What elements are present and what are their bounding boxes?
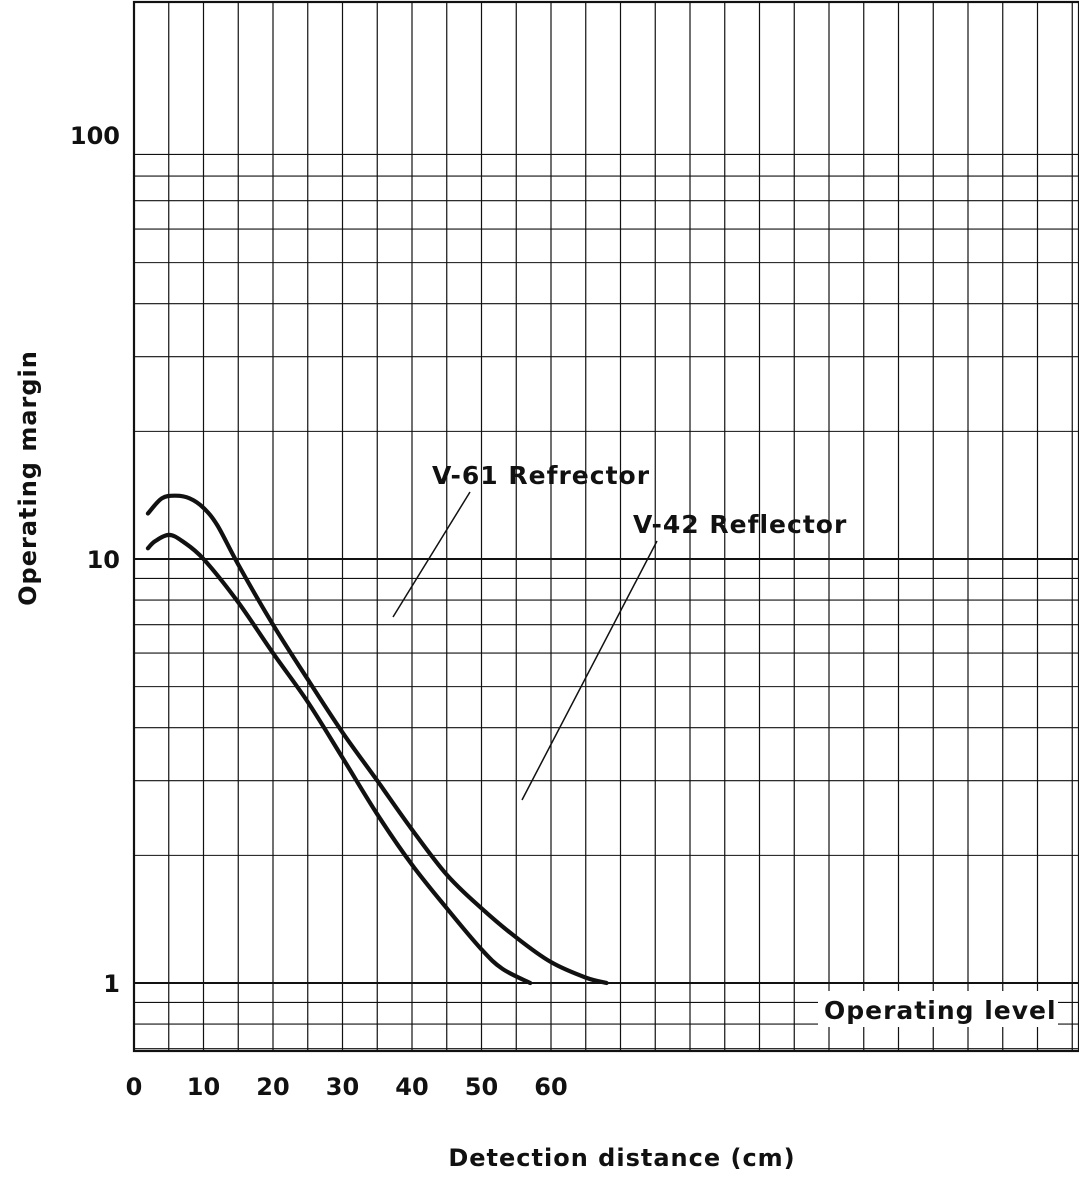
annotation-operating-level: Operating level	[824, 996, 1057, 1025]
x-tick-label: 60	[534, 1073, 567, 1101]
x-tick-label: 20	[256, 1073, 289, 1101]
x-tick-label: 40	[395, 1073, 428, 1101]
y-tick-label: 1	[103, 970, 120, 998]
y-axis-label: Operating margin	[14, 350, 42, 606]
annotation-v61-leader	[392, 491, 471, 618]
x-tick-label: 30	[326, 1073, 359, 1101]
x-tick-label: 50	[465, 1073, 498, 1101]
annotations: V-61 Refrector V-42 Reflector Operating le…	[392, 461, 1058, 1027]
annotation-v61-label: V-61 Refrector	[432, 461, 650, 490]
annotation-v42-label: V-42 Reflector	[633, 510, 847, 539]
x-axis-label: Detection distance (cm)	[448, 1144, 795, 1172]
plot-frame	[132, 0, 1079, 1053]
series-line-v42-curve	[145, 532, 533, 986]
annotation-v42-leader	[521, 540, 658, 801]
x-tick-label: 0	[126, 1073, 143, 1101]
series-group	[145, 493, 609, 986]
annotation-operating-level-bg	[818, 991, 1058, 1027]
series-line-v61-curve	[145, 493, 609, 986]
y-tick-label: 10	[87, 546, 120, 574]
tick-labels: 0 10 20 30 40 50 60 1 10 100	[70, 122, 568, 1101]
grid	[132, 0, 1079, 1053]
x-tick-label: 10	[187, 1073, 220, 1101]
y-tick-label: 100	[70, 122, 120, 150]
